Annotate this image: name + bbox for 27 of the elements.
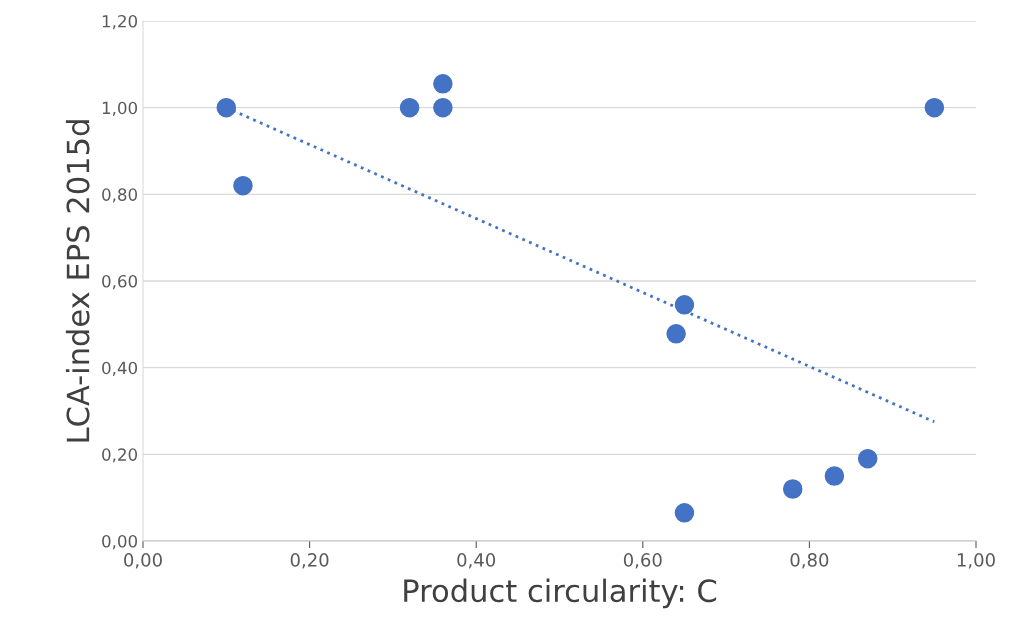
x-tick-label: 0,20 (290, 553, 329, 569)
y-tick-label: 0,00 (102, 534, 138, 550)
point (433, 97, 453, 118)
x-tick-label: 0,00 (124, 553, 162, 569)
point (433, 74, 453, 94)
x-tick-label: 0,60 (623, 553, 662, 569)
point (824, 466, 845, 486)
y-tick-label: 0,80 (102, 188, 138, 203)
point (674, 503, 695, 523)
x-tick-label: 0,80 (790, 553, 829, 569)
y-tick-label: 1,00 (102, 101, 138, 116)
x-axis-title: Product circularity: C (404, 578, 717, 609)
point (924, 97, 945, 118)
point (399, 97, 420, 118)
point (216, 97, 237, 118)
y-tick-label: 0,20 (102, 448, 138, 463)
point (782, 479, 803, 499)
point (674, 295, 695, 315)
x-tick-label: 1,00 (957, 553, 995, 569)
y-tick-label: 0,60 (102, 274, 138, 290)
y-axis-title: LCA-index EPS 2015d (65, 120, 90, 442)
x-tick-label: 0,40 (457, 553, 496, 569)
point (233, 175, 253, 196)
point (857, 448, 878, 469)
point (666, 324, 686, 344)
y-tick-label: 1,20 (102, 14, 138, 30)
y-tick-label: 0,40 (102, 361, 138, 376)
